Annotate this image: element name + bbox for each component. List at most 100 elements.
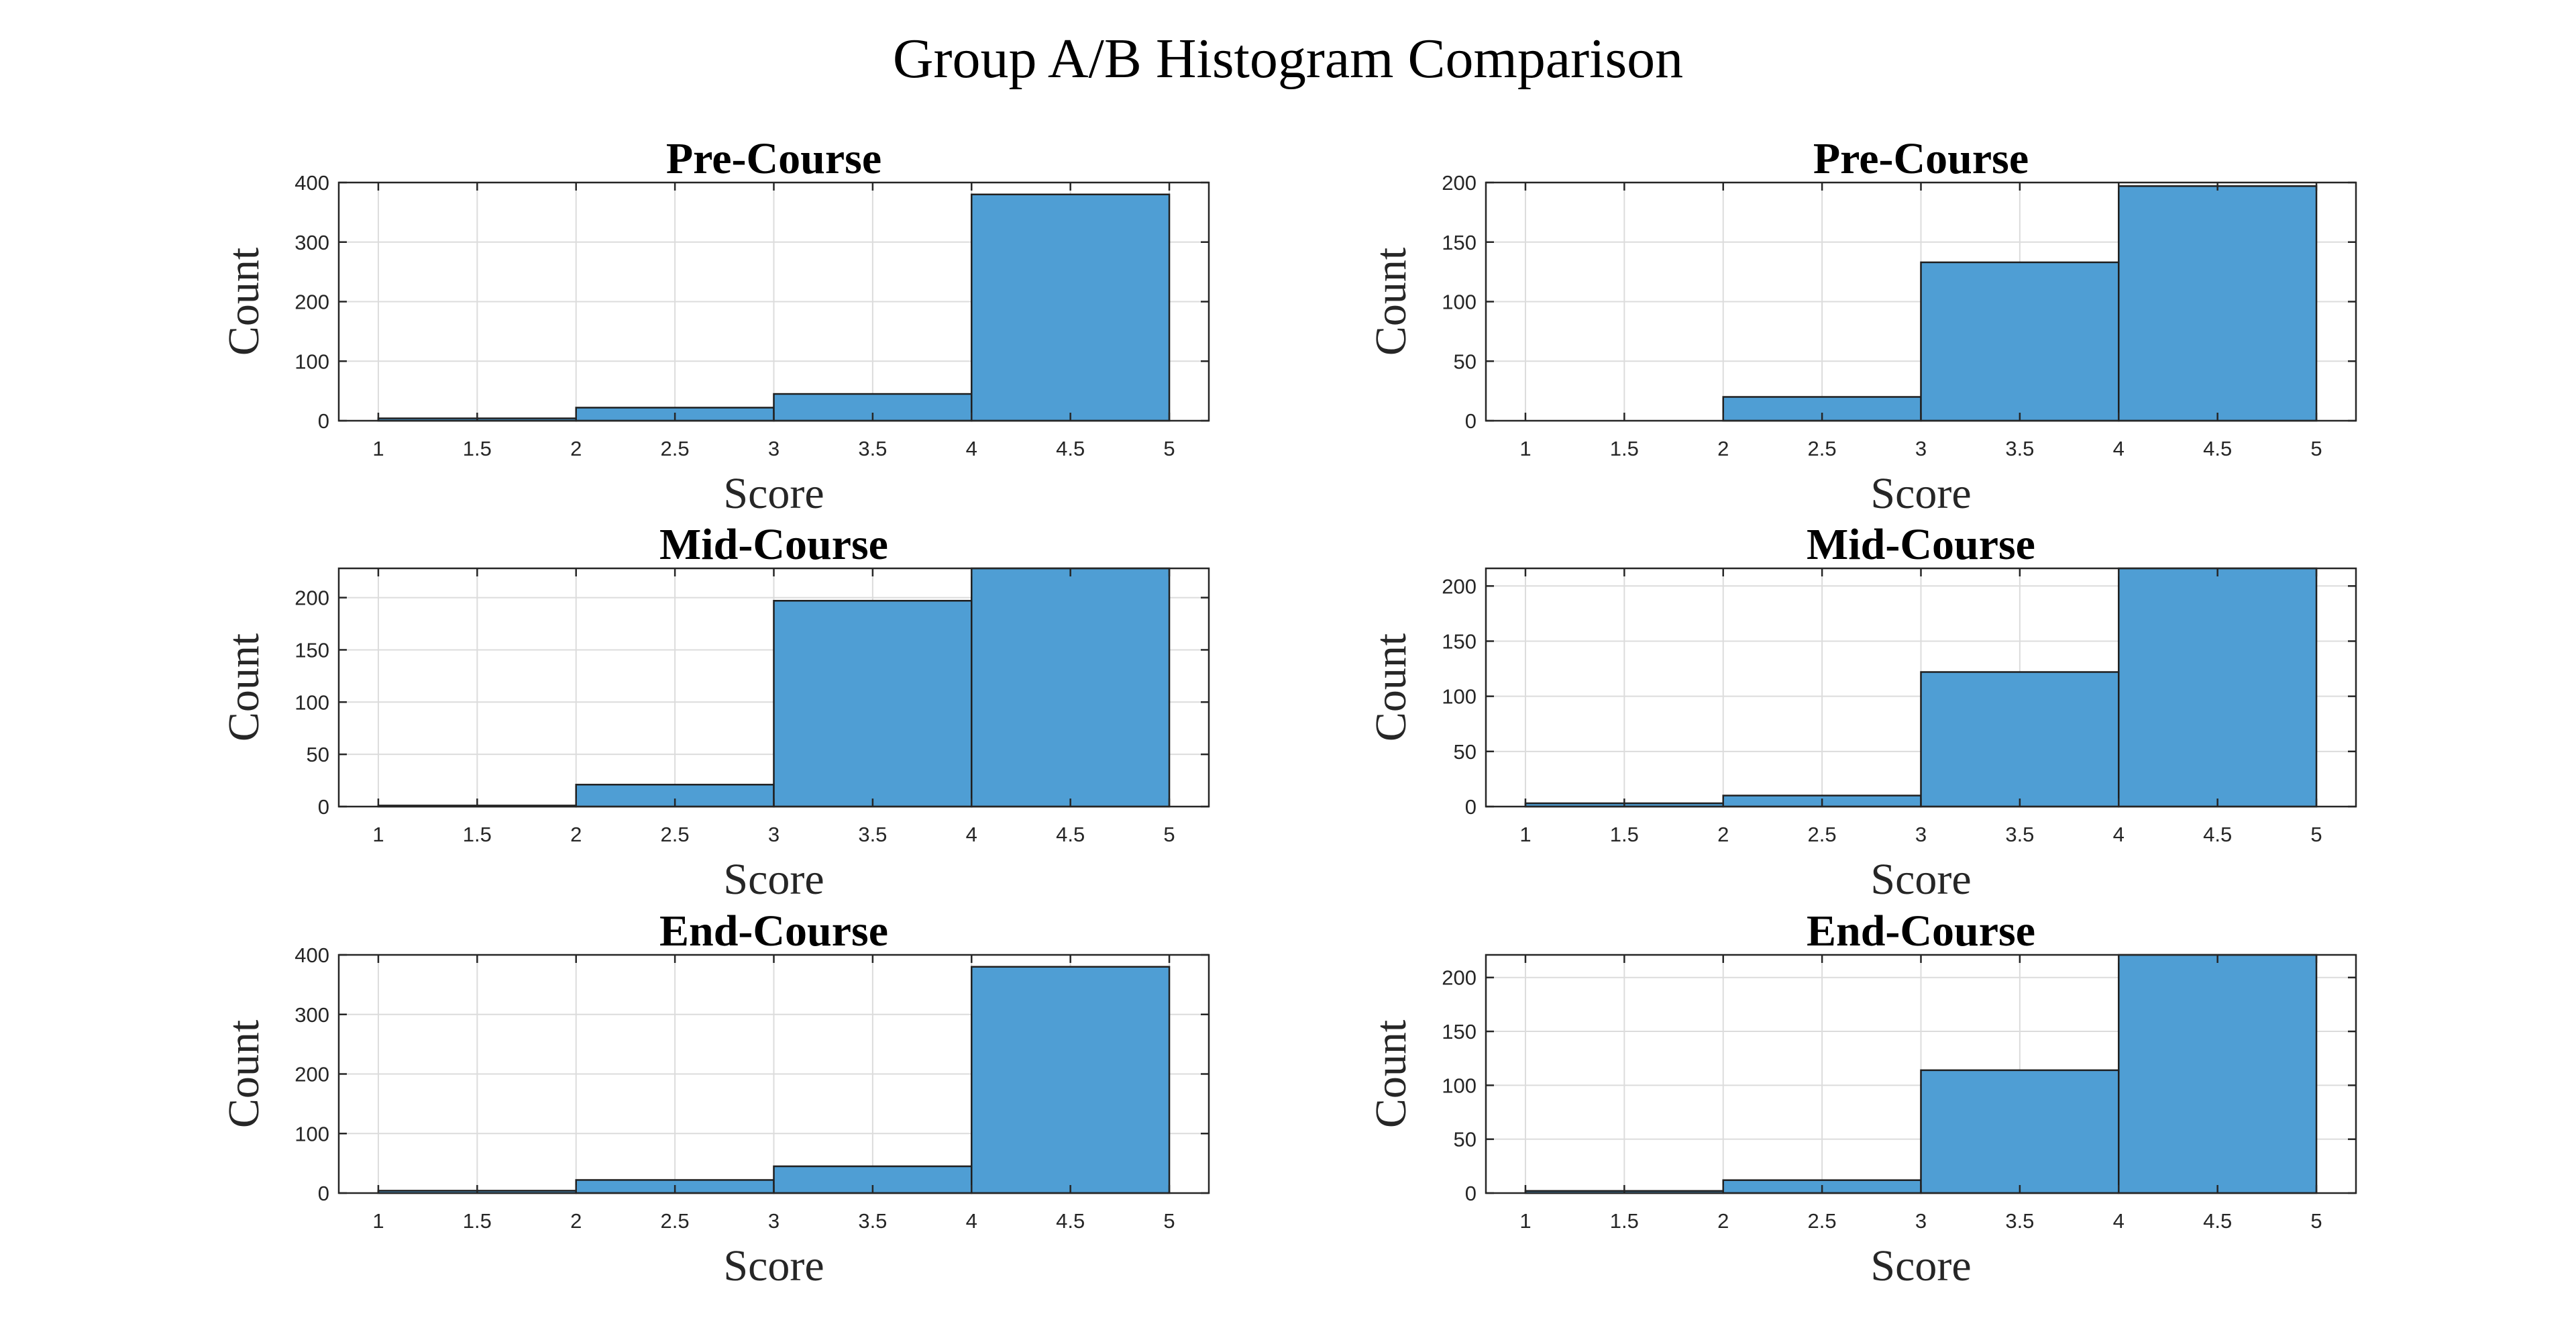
y-tick-label: 0 bbox=[1465, 409, 1477, 433]
x-axis-label: Score bbox=[1870, 1241, 1971, 1290]
x-axis-label: Score bbox=[1870, 855, 1971, 904]
x-tick-label: 1 bbox=[1519, 823, 1531, 846]
x-tick-label: 2 bbox=[570, 1209, 582, 1233]
x-tick-label: 1 bbox=[372, 437, 384, 460]
x-tick-label: 1 bbox=[1519, 1209, 1531, 1233]
y-tick-label: 100 bbox=[294, 350, 329, 373]
x-tick-label: 4 bbox=[2113, 1209, 2125, 1233]
histogram-bar bbox=[2118, 567, 2318, 808]
x-tick-label: 1.5 bbox=[1610, 437, 1639, 460]
y-tick-label: 150 bbox=[1442, 629, 1477, 653]
x-tick-label: 2.5 bbox=[661, 437, 690, 460]
x-tick-label: 2.5 bbox=[661, 823, 690, 846]
x-tick-label: 4 bbox=[2113, 437, 2125, 460]
histogram-panel: 1 1.5 2 2.5 3 3.5 4 4.5 5050100150200Mid-CourseS… bbox=[1366, 520, 2357, 904]
x-tick-label: 5 bbox=[1163, 823, 1175, 846]
panel-title: End-Course bbox=[659, 907, 888, 956]
x-tick-label: 4.5 bbox=[1056, 1209, 1085, 1233]
x-tick-label: 1 bbox=[372, 823, 384, 846]
y-axis-label: Count bbox=[219, 248, 268, 356]
histogram-bar bbox=[971, 193, 1171, 422]
y-axis-label: Count bbox=[219, 633, 268, 741]
x-tick-label: 1.5 bbox=[1610, 823, 1639, 846]
x-tick-label: 4.5 bbox=[2203, 823, 2232, 846]
x-axis-label: Score bbox=[723, 855, 824, 904]
y-tick-label: 50 bbox=[307, 743, 329, 766]
y-tick-label: 300 bbox=[294, 1003, 329, 1027]
histogram-panel: 1 1.5 2 2.5 3 3.5 4 4.5 5 0 100 200 300 400 Pre-Course… bbox=[219, 134, 1210, 518]
y-tick-label: 100 bbox=[294, 690, 329, 714]
y-tick-label: 0 bbox=[318, 409, 329, 433]
histogram-bar bbox=[2118, 954, 2318, 1194]
panel-title: Mid-Course bbox=[1807, 520, 2035, 569]
y-tick-label: 100 bbox=[294, 1122, 329, 1145]
x-tick-label: 2 bbox=[570, 823, 582, 846]
x-tick-label: 3.5 bbox=[858, 1209, 887, 1233]
y-tick-label: 0 bbox=[318, 795, 329, 819]
x-tick-label: 3 bbox=[768, 1209, 780, 1233]
histogram-bar bbox=[1920, 1069, 2120, 1194]
y-tick-label: 400 bbox=[294, 943, 329, 967]
x-tick-label: 1.5 bbox=[463, 437, 492, 460]
y-tick-label: 0 bbox=[318, 1182, 329, 1205]
y-tick-label: 400 bbox=[294, 171, 329, 195]
x-tick-label: 3 bbox=[768, 437, 780, 460]
panel-title: Mid-Course bbox=[659, 520, 888, 569]
y-tick-label: 200 bbox=[294, 586, 329, 610]
x-tick-label: 5 bbox=[2310, 437, 2322, 460]
x-tick-label: 4.5 bbox=[2203, 437, 2232, 460]
x-tick-label: 3.5 bbox=[2005, 823, 2034, 846]
x-tick-label: 4.5 bbox=[1056, 823, 1085, 846]
histogram-bar bbox=[2118, 185, 2318, 422]
y-tick-label: 300 bbox=[294, 231, 329, 254]
x-tick-label: 1 bbox=[1519, 437, 1531, 460]
histogram-bar bbox=[971, 966, 1171, 1194]
x-tick-label: 2 bbox=[570, 437, 582, 460]
y-tick-label: 200 bbox=[1442, 574, 1477, 598]
y-tick-label: 200 bbox=[294, 291, 329, 314]
y-tick-label: 150 bbox=[1442, 1020, 1477, 1043]
x-tick-label: 4.5 bbox=[2203, 1209, 2232, 1233]
x-tick-label: 5 bbox=[2310, 823, 2322, 846]
x-tick-label: 2 bbox=[1717, 1209, 1729, 1233]
y-axis-label: Count bbox=[1366, 248, 1415, 356]
panel-title: End-Course bbox=[1807, 907, 2035, 956]
x-axis-label: Score bbox=[1870, 469, 1971, 518]
histogram-bar bbox=[1920, 671, 2120, 808]
histogram-bar bbox=[773, 600, 973, 808]
y-tick-label: 0 bbox=[1465, 1182, 1477, 1205]
y-tick-label: 50 bbox=[1454, 350, 1477, 373]
x-tick-label: 3 bbox=[1915, 437, 1927, 460]
histogram-bar bbox=[971, 567, 1171, 808]
x-tick-label: 3 bbox=[1915, 1209, 1927, 1233]
histogram-bar bbox=[1920, 261, 2120, 422]
x-tick-label: 4 bbox=[966, 1209, 977, 1233]
y-tick-label: 150 bbox=[1442, 231, 1477, 254]
y-axis-label: Count bbox=[1366, 633, 1415, 741]
y-tick-label: 200 bbox=[1442, 966, 1477, 990]
x-tick-label: 5 bbox=[1163, 1209, 1175, 1233]
panel-title: Pre-Course bbox=[666, 134, 881, 183]
x-tick-label: 3 bbox=[1915, 823, 1927, 846]
x-tick-label: 3.5 bbox=[2005, 1209, 2034, 1233]
x-tick-label: 1 bbox=[372, 1209, 384, 1233]
x-tick-label: 1.5 bbox=[1610, 1209, 1639, 1233]
x-axis-label: Score bbox=[723, 469, 824, 518]
y-axis-label: Count bbox=[1366, 1020, 1415, 1128]
x-tick-label: 3.5 bbox=[2005, 437, 2034, 460]
x-tick-label: 5 bbox=[1163, 437, 1175, 460]
x-tick-label: 4 bbox=[966, 823, 977, 846]
x-tick-label: 3.5 bbox=[858, 823, 887, 846]
y-tick-label: 200 bbox=[1442, 171, 1477, 195]
x-tick-label: 1.5 bbox=[463, 1209, 492, 1233]
y-axis-label: Count bbox=[219, 1020, 268, 1128]
x-tick-label: 2.5 bbox=[1808, 437, 1837, 460]
x-tick-label: 4 bbox=[2113, 823, 2125, 846]
y-tick-label: 0 bbox=[1465, 795, 1477, 819]
x-tick-label: 2.5 bbox=[661, 1209, 690, 1233]
y-tick-label: 200 bbox=[294, 1063, 329, 1086]
x-tick-label: 4 bbox=[966, 437, 977, 460]
y-tick-label: 50 bbox=[1454, 1128, 1477, 1151]
